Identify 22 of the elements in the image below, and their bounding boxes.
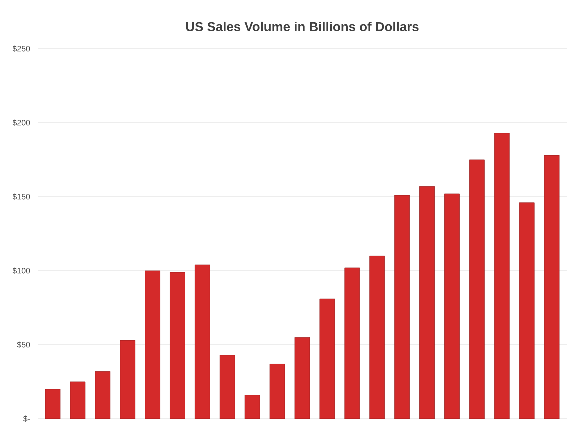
bar bbox=[394, 195, 410, 420]
bar bbox=[469, 160, 485, 420]
bar bbox=[544, 155, 560, 420]
bar bbox=[45, 389, 61, 420]
bar bbox=[344, 268, 360, 420]
bar bbox=[120, 340, 136, 420]
bar bbox=[420, 186, 435, 420]
bar bbox=[170, 272, 186, 420]
bar bbox=[444, 194, 460, 420]
bar bbox=[194, 264, 210, 420]
bar bbox=[294, 337, 310, 420]
bar bbox=[145, 270, 160, 420]
bar bbox=[244, 395, 260, 420]
bar bbox=[95, 371, 111, 420]
bar bbox=[270, 364, 286, 420]
chart-title: US Sales Volume in Billions of Dollars bbox=[186, 22, 419, 32]
bar bbox=[320, 298, 336, 420]
bar bbox=[370, 256, 386, 420]
bar bbox=[494, 133, 510, 420]
bar bbox=[519, 202, 535, 420]
bar bbox=[220, 355, 236, 420]
bar bbox=[70, 382, 86, 420]
